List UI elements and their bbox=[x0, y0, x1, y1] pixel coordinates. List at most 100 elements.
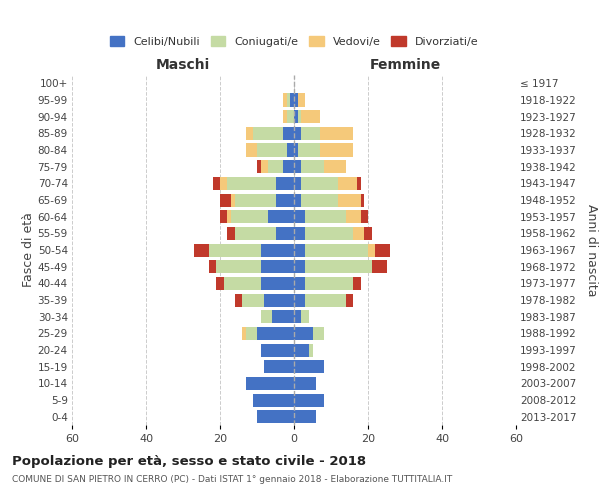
Bar bbox=[323, 160, 346, 173]
Bar bbox=[361, 194, 364, 206]
Bar bbox=[294, 194, 301, 206]
Text: Popolazione per età, sesso e stato civile - 2018: Popolazione per età, sesso e stato civil… bbox=[12, 455, 366, 468]
Bar bbox=[376, 244, 390, 256]
Bar bbox=[357, 177, 361, 190]
Bar bbox=[257, 410, 294, 423]
Bar bbox=[305, 244, 368, 256]
Bar bbox=[305, 277, 353, 290]
Bar bbox=[257, 327, 294, 340]
Bar bbox=[301, 160, 323, 173]
Bar bbox=[309, 344, 313, 356]
Bar bbox=[253, 394, 294, 406]
Bar bbox=[261, 160, 268, 173]
Bar bbox=[209, 244, 260, 256]
Bar bbox=[235, 294, 242, 306]
Bar bbox=[298, 144, 320, 156]
Bar bbox=[305, 227, 353, 240]
Bar bbox=[294, 244, 305, 256]
Bar bbox=[209, 260, 217, 273]
Bar bbox=[227, 210, 231, 223]
Bar bbox=[301, 194, 338, 206]
Bar bbox=[242, 327, 246, 340]
Bar bbox=[194, 244, 209, 256]
Bar bbox=[305, 294, 346, 306]
Bar bbox=[294, 127, 301, 140]
Bar bbox=[212, 177, 220, 190]
Bar bbox=[305, 210, 346, 223]
Bar bbox=[338, 177, 357, 190]
Bar bbox=[294, 377, 316, 390]
Bar bbox=[361, 210, 368, 223]
Bar bbox=[257, 160, 260, 173]
Text: COMUNE DI SAN PIETRO IN CERRO (PC) - Dati ISTAT 1° gennaio 2018 - Elaborazione T: COMUNE DI SAN PIETRO IN CERRO (PC) - Dat… bbox=[12, 475, 452, 484]
Bar bbox=[246, 144, 257, 156]
Bar bbox=[287, 94, 290, 106]
Bar bbox=[257, 144, 287, 156]
Bar bbox=[294, 210, 305, 223]
Bar bbox=[275, 177, 294, 190]
Bar bbox=[272, 310, 294, 323]
Bar bbox=[372, 260, 386, 273]
Bar bbox=[294, 94, 298, 106]
Bar bbox=[353, 227, 364, 240]
Bar bbox=[301, 127, 320, 140]
Bar bbox=[294, 344, 309, 356]
Bar bbox=[220, 210, 227, 223]
Bar bbox=[298, 94, 305, 106]
Legend: Celibi/Nubili, Coniugati/e, Vedovi/e, Divorziati/e: Celibi/Nubili, Coniugati/e, Vedovi/e, Di… bbox=[105, 32, 483, 51]
Bar bbox=[301, 310, 309, 323]
Bar bbox=[260, 277, 294, 290]
Bar bbox=[260, 310, 272, 323]
Bar bbox=[227, 177, 275, 190]
Bar bbox=[235, 227, 275, 240]
Bar bbox=[216, 260, 260, 273]
Bar bbox=[338, 194, 361, 206]
Bar bbox=[265, 294, 294, 306]
Bar bbox=[268, 160, 283, 173]
Bar bbox=[294, 277, 305, 290]
Y-axis label: Fasce di età: Fasce di età bbox=[22, 212, 35, 288]
Bar bbox=[283, 160, 294, 173]
Bar bbox=[268, 210, 294, 223]
Bar bbox=[242, 294, 265, 306]
Bar bbox=[253, 127, 283, 140]
Bar bbox=[294, 260, 305, 273]
Bar bbox=[275, 227, 294, 240]
Bar bbox=[287, 144, 294, 156]
Bar bbox=[294, 160, 301, 173]
Bar bbox=[283, 94, 287, 106]
Bar bbox=[231, 210, 268, 223]
Bar bbox=[246, 327, 257, 340]
Bar bbox=[353, 277, 361, 290]
Bar bbox=[294, 294, 305, 306]
Bar bbox=[294, 327, 313, 340]
Text: Femmine: Femmine bbox=[370, 58, 440, 71]
Bar bbox=[294, 227, 305, 240]
Bar bbox=[294, 360, 323, 373]
Bar bbox=[320, 127, 353, 140]
Bar bbox=[294, 394, 323, 406]
Bar bbox=[220, 194, 231, 206]
Bar bbox=[231, 194, 235, 206]
Bar bbox=[290, 94, 294, 106]
Bar bbox=[246, 377, 294, 390]
Bar bbox=[283, 127, 294, 140]
Bar bbox=[301, 177, 338, 190]
Bar bbox=[294, 177, 301, 190]
Text: Maschi: Maschi bbox=[156, 58, 210, 71]
Bar bbox=[265, 360, 294, 373]
Bar bbox=[227, 227, 235, 240]
Bar bbox=[220, 177, 227, 190]
Bar bbox=[275, 194, 294, 206]
Y-axis label: Anni di nascita: Anni di nascita bbox=[585, 204, 598, 296]
Bar bbox=[283, 110, 287, 123]
Bar bbox=[294, 144, 298, 156]
Bar bbox=[246, 127, 253, 140]
Bar bbox=[224, 277, 260, 290]
Bar bbox=[368, 244, 376, 256]
Bar bbox=[260, 244, 294, 256]
Bar bbox=[346, 294, 353, 306]
Bar bbox=[294, 410, 316, 423]
Bar bbox=[235, 194, 275, 206]
Bar bbox=[294, 310, 301, 323]
